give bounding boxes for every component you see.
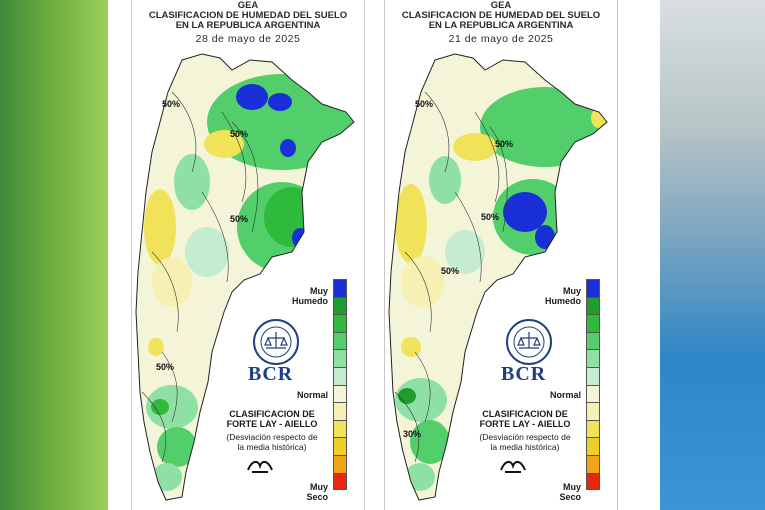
- legend-swatch: [333, 366, 347, 385]
- legend-swatch: [586, 331, 600, 350]
- legend-swatch: [333, 402, 347, 420]
- map-title-line1: CLASIFICACION DE HUMEDAD DEL SUELO: [401, 10, 601, 21]
- classification-line2: FORTE LAY - AIELLO: [226, 419, 318, 429]
- legend-swatch: [333, 384, 347, 403]
- classification-line3: (Desviación respecto de: [479, 432, 571, 442]
- classification-line3: (Desviación respecto de: [226, 432, 318, 442]
- org-label: GEA: [237, 0, 259, 11]
- classification-title: CLASIFICACION DE FORTE LAY - AIELLO: [455, 409, 595, 429]
- legend-very-wet-label-2: Humedo: [545, 296, 581, 306]
- legend-swatch: [586, 296, 600, 315]
- legend-swatch: [333, 437, 347, 455]
- legend-very-dry-label-2: Seco: [559, 492, 581, 502]
- legend-very-dry-label-1: Muy: [310, 482, 328, 492]
- contour-label: 30%: [403, 429, 421, 439]
- bolsa-comercio-seal-icon: [506, 319, 552, 365]
- legend-swatch: [333, 472, 347, 491]
- contour-label: 50%: [230, 129, 248, 139]
- contour-label: 50%: [495, 139, 513, 149]
- classification-note: (Desviación respecto de la media históri…: [202, 432, 342, 452]
- classification-title: CLASIFICACION DE FORTE LAY - AIELLO: [202, 409, 342, 429]
- map-title-line2: EN LA REPUBLICA ARGENTINA: [428, 20, 574, 31]
- moisture-color-legend: [586, 279, 600, 491]
- legend-swatch: [333, 296, 347, 315]
- map-title-line1: CLASIFICACION DE HUMEDAD DEL SUELO: [148, 10, 348, 21]
- legend-very-dry-label-1: Muy: [563, 482, 581, 492]
- soil-moisture-map-panel-right: GEA CLASIFICACION DE HUMEDAD DEL SUELO E…: [384, 0, 618, 510]
- legend-swatch: [333, 349, 347, 367]
- contour-label: 50%: [481, 212, 499, 222]
- classification-line4: la media histórica): [237, 441, 307, 452]
- legend-swatch: [586, 349, 600, 367]
- legend-very-wet-label-2: Humedo: [292, 296, 328, 306]
- bcr-logo-text: BCR: [501, 363, 547, 385]
- gea-logo-icon: [247, 460, 273, 473]
- legend-swatch: [333, 331, 347, 350]
- legend-swatch: [586, 314, 600, 332]
- legend-swatch: [586, 402, 600, 420]
- argentina-moisture-map: 50% 50% 50% 50%: [135, 53, 355, 501]
- legend-very-wet-label-1: Muy: [310, 286, 328, 296]
- legend-swatch: [586, 419, 600, 438]
- contour-label: 50%: [156, 362, 174, 372]
- gea-logo-icon: [500, 460, 526, 473]
- contour-label: 50%: [441, 266, 459, 276]
- legend-swatch: [333, 314, 347, 332]
- map-date: 28 de mayo de 2025: [195, 33, 301, 45]
- map-date: 21 de mayo de 2025: [448, 33, 554, 45]
- classification-line2: FORTE LAY - AIELLO: [479, 419, 571, 429]
- legend-swatch: [586, 279, 600, 297]
- classification-line4: la media histórica): [490, 441, 560, 452]
- classification-note: (Desviación respecto de la media históri…: [455, 432, 595, 452]
- legend-swatch: [333, 279, 347, 297]
- legend-swatch: [586, 384, 600, 403]
- org-label: GEA: [490, 0, 512, 11]
- legend-very-wet-label-1: Muy: [563, 286, 581, 296]
- left-decorative-band: [0, 0, 108, 510]
- moisture-color-legend: [333, 279, 347, 491]
- legend-swatch: [333, 419, 347, 438]
- classification-line1: CLASIFICACION DE: [482, 409, 568, 419]
- legend-normal-label: Normal: [296, 390, 328, 400]
- soil-moisture-map-panel-left: GEA CLASIFICACION DE HUMEDAD DEL SUELO E…: [131, 0, 365, 510]
- legend-swatch: [586, 472, 600, 491]
- legend-swatch: [333, 454, 347, 473]
- contour-label: 50%: [230, 214, 248, 224]
- legend-very-dry-label-2: Seco: [306, 492, 328, 502]
- map-title-line2: EN LA REPUBLICA ARGENTINA: [175, 20, 321, 31]
- argentina-moisture-map: 50% 50% 50% 50% 30%: [388, 53, 608, 501]
- legend-swatch: [586, 454, 600, 473]
- contour-label: 50%: [162, 99, 180, 109]
- legend-swatch: [586, 366, 600, 385]
- bcr-logo-text: BCR: [248, 363, 294, 385]
- right-decorative-band: [660, 0, 765, 510]
- legend-swatch: [586, 437, 600, 455]
- legend-normal-label: Normal: [549, 390, 581, 400]
- contour-label: 50%: [415, 99, 433, 109]
- classification-line1: CLASIFICACION DE: [229, 409, 315, 419]
- bolsa-comercio-seal-icon: [253, 319, 299, 365]
